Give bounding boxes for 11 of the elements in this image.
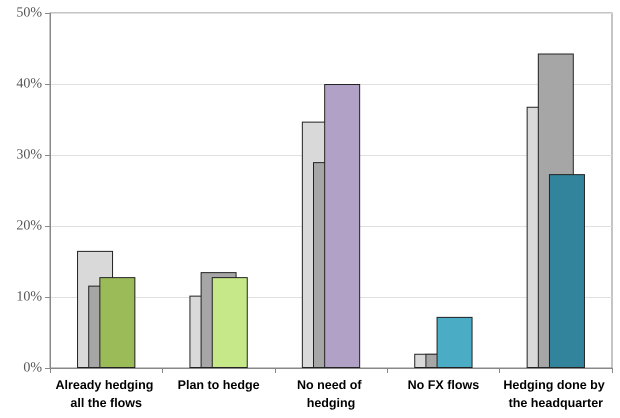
x-tick-label: No need of hedging xyxy=(296,378,366,410)
y-tick-label: 10% xyxy=(16,290,42,304)
y-tick-label: 30% xyxy=(16,148,42,162)
x-tick-label: Plan to hedge xyxy=(178,378,260,392)
y-tick-label: 20% xyxy=(16,218,42,234)
x-tick-label: No FX flows xyxy=(408,378,480,392)
y-tick-label: 50% xyxy=(16,6,42,20)
x-tick-label: Hedging done by the headquarter xyxy=(503,378,608,410)
y-tick-label: 40% xyxy=(16,76,42,92)
y-tick-label: 0% xyxy=(23,360,42,376)
x-tick-label: Already hedging all the flows xyxy=(55,378,157,410)
